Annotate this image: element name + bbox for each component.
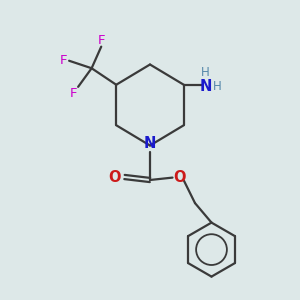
Text: F: F [70, 87, 77, 100]
Text: N: N [199, 79, 212, 94]
Text: O: O [174, 170, 186, 185]
Text: H: H [212, 80, 221, 93]
Text: F: F [98, 34, 105, 46]
Text: O: O [108, 169, 120, 184]
Text: N: N [144, 136, 156, 151]
Text: H: H [201, 66, 210, 79]
Text: F: F [59, 54, 67, 67]
